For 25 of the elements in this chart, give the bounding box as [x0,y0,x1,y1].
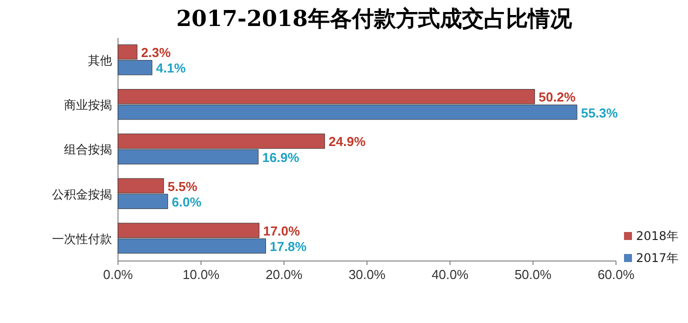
data-label: 16.9% [262,150,300,165]
data-label: 4.1% [156,60,186,76]
x-tick-label: 10.0% [182,267,220,282]
legend-label: 2018年 [636,229,679,244]
x-tick-label: 40.0% [432,267,469,282]
data-label: 17.0% [263,223,300,238]
x-tick-label: 0.0% [103,267,134,282]
y-tick-label: 其他 [88,54,112,68]
y-tick-label: 公积金按揭 [52,187,112,202]
data-label: 5.5% [168,178,198,194]
data-label: 55.3% [580,105,618,120]
data-label: 2.3% [141,45,172,60]
chart-title: 2017-2018年各付款方式成交占比情况 [176,6,573,32]
y-tick-label: 一次性付款 [52,232,112,246]
x-tick-label: 30.0% [348,267,386,282]
y-tick-label: 组合按揭 [64,142,112,157]
data-label: 24.9% [328,134,366,150]
data-label: 17.8% [270,239,308,254]
x-tick-label: 50.0% [514,267,552,282]
data-label: 50.2% [538,90,576,105]
x-tick-label: 20.0% [266,267,303,282]
y-tick-label: 商业按揭 [64,98,112,112]
legend-label: 2017年 [636,251,679,266]
data-label: 6.0% [172,194,202,210]
x-tick-label: 60.0% [598,267,635,282]
